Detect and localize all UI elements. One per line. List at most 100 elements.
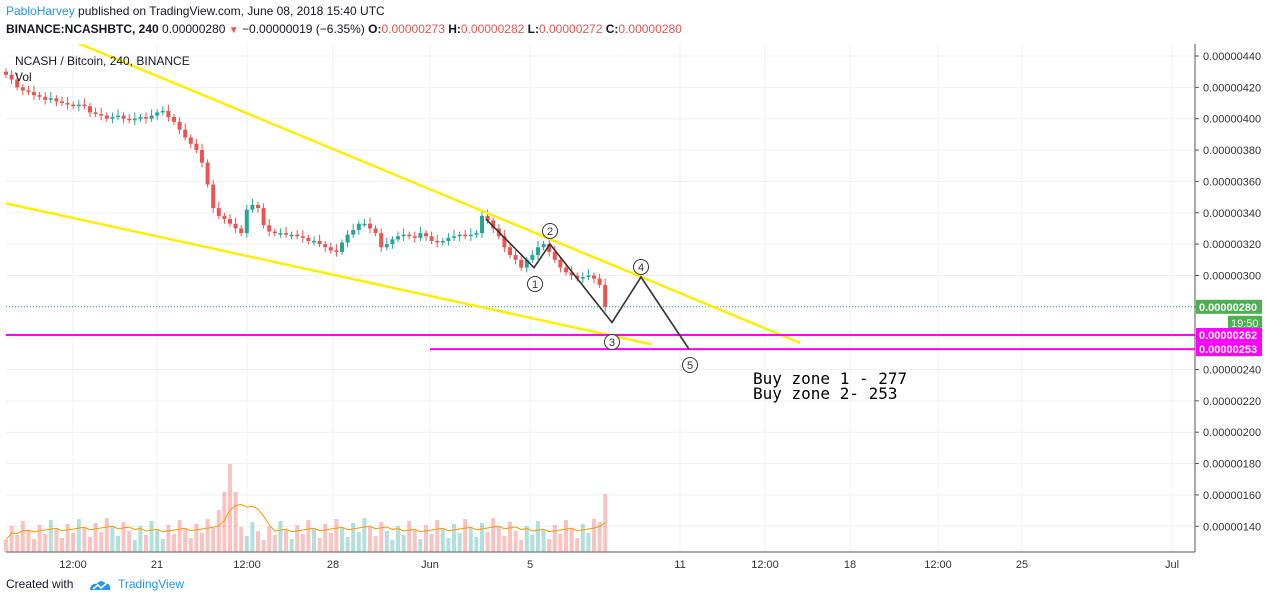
volume-bar <box>491 518 496 552</box>
candle-body <box>93 112 98 114</box>
price-tick-label: 0.00000320 <box>1203 239 1261 251</box>
volume-bar <box>183 529 188 552</box>
volume-bar <box>323 524 328 552</box>
candle-body <box>552 251 557 260</box>
price-tick-label: 0.00000300 <box>1203 270 1261 282</box>
candle-body <box>278 233 283 235</box>
price-chart[interactable]: 0.00000440 0.00000420 0.00000400 0.00000380… <box>0 44 1270 570</box>
legend-vol: Vol <box>15 70 32 84</box>
close-value: 0.00000280 <box>618 22 682 36</box>
candle-body <box>513 255 518 260</box>
volume-bar <box>334 519 339 552</box>
volume-bar <box>580 524 585 552</box>
tradingview-link[interactable]: TradingView <box>118 577 185 591</box>
legend-title: NCASH / Bitcoin, 240, BINANCE <box>15 54 190 68</box>
time-tick-label: 12:00 <box>59 559 87 570</box>
candle-body <box>88 106 92 113</box>
volume-bar <box>160 539 165 552</box>
candle-body <box>272 231 277 234</box>
candle-body <box>474 233 479 235</box>
candle-body <box>188 137 193 144</box>
volume-bar <box>429 534 434 552</box>
time-tick-label: Jul <box>1165 559 1179 570</box>
author-link[interactable]: PabloHarvey <box>6 4 75 18</box>
time-tick-label: 18 <box>844 559 856 570</box>
volume-bar <box>536 521 540 552</box>
volume-bar <box>278 521 283 552</box>
wave-label-circle <box>682 357 698 373</box>
open-value: 0.00000273 <box>381 22 445 36</box>
volume-bar <box>312 529 316 552</box>
price-tick-label: 0.00000220 <box>1203 396 1261 408</box>
candle-body <box>541 244 546 248</box>
volume-bar <box>435 520 440 552</box>
timer-badge-bg <box>1228 315 1262 330</box>
volume-bar <box>284 530 288 552</box>
volume-bar <box>569 529 574 552</box>
candle-body <box>15 79 20 88</box>
buy-zone-2-text: Buy zone 2- 253 <box>753 384 898 403</box>
open-label: O: <box>368 22 382 36</box>
candle-body <box>20 87 25 91</box>
candle-body <box>183 129 188 138</box>
volume-bar <box>401 535 406 552</box>
volume-bar <box>244 536 249 552</box>
candle-body <box>138 117 143 119</box>
candle-body <box>26 90 31 93</box>
price-tick-label: 0.00000180 <box>1203 459 1261 471</box>
volume-bar <box>373 536 378 552</box>
price-tick-label: 0.00000360 <box>1203 176 1261 188</box>
candle-body <box>575 275 580 279</box>
candle-body <box>256 204 260 209</box>
volume-bar <box>155 530 160 552</box>
candle-body <box>524 259 529 268</box>
high-value: 0.00000282 <box>460 22 525 36</box>
volume-bar <box>396 526 400 552</box>
volume-bar <box>317 538 322 552</box>
volume-bar <box>110 527 115 552</box>
candle-body <box>144 117 148 119</box>
candle-body <box>457 234 462 237</box>
volume-bar <box>250 522 255 552</box>
candle-body <box>317 240 322 245</box>
wave-label-4: 4 <box>638 262 644 274</box>
time-tick-label: Jun <box>421 559 439 570</box>
volume-bar <box>166 525 171 552</box>
last-price: 0.00000280 <box>162 22 226 36</box>
candle-body <box>586 275 591 278</box>
volume-bar <box>256 531 260 552</box>
symbol-label: BINANCE:NCASHBTC, 240 <box>6 22 159 36</box>
candle-body <box>127 118 132 121</box>
chart-area[interactable]: 0.00000440 0.00000420 0.00000400 0.00000380… <box>0 44 1270 570</box>
candle-body <box>356 223 361 230</box>
candle-body <box>530 255 535 260</box>
candle-body <box>48 98 53 100</box>
volume-bar <box>88 537 92 552</box>
candle-body <box>463 234 468 237</box>
price-tick-label: 0.00000420 <box>1203 82 1261 94</box>
candle-body <box>43 96 48 100</box>
volume-bar <box>328 533 333 552</box>
time-tick-label: 12:00 <box>924 559 952 570</box>
ohlc-line: BINANCE:NCASHBTC, 240 0.00000280 ▼ −0.00… <box>6 22 682 36</box>
volume-bar <box>558 534 563 552</box>
volume-bar <box>71 533 76 552</box>
candle-body <box>267 225 272 232</box>
volume-bar <box>32 539 36 552</box>
time-tick-label: 5 <box>527 559 533 570</box>
candle-body <box>172 117 176 122</box>
price-tick-label: 0.00000340 <box>1203 208 1261 220</box>
volume-bar <box>564 520 568 552</box>
volume-bar <box>132 540 137 552</box>
volume-bar <box>48 520 53 552</box>
volume-bar <box>407 521 412 552</box>
volume-bar <box>440 529 445 552</box>
volume-bar <box>597 522 602 552</box>
tradingview-logo-icon[interactable] <box>88 577 112 593</box>
volume-bar <box>144 535 148 552</box>
wave-label-1: 1 <box>532 279 538 291</box>
volume-bar <box>194 524 199 552</box>
candle-body <box>166 110 171 118</box>
volume-bar <box>586 533 591 552</box>
volume-bar <box>547 539 552 552</box>
